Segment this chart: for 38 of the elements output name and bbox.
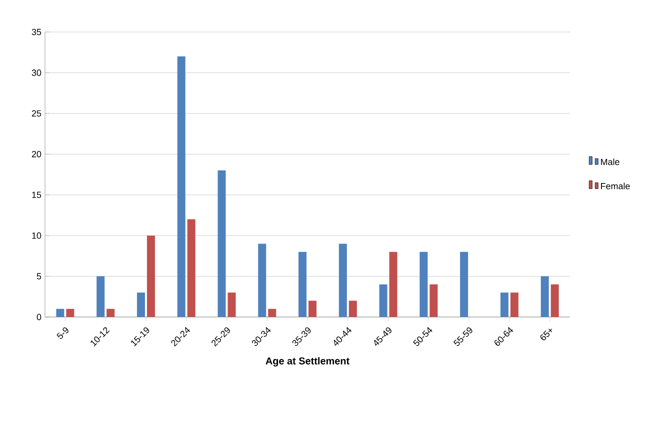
bar [298, 252, 307, 317]
y-tick-label: 15 [32, 192, 42, 198]
legend-label: Female [601, 182, 630, 190]
x-tick-label: 5-9 [56, 327, 68, 339]
y-tick-label: 30 [32, 70, 42, 76]
y-tick-label: 5 [36, 273, 42, 280]
bar [348, 300, 357, 317]
y-tick-label: 0 [36, 314, 42, 320]
legend-label: Male [601, 158, 620, 166]
bar [308, 300, 316, 317]
bar [258, 244, 266, 317]
bar [136, 292, 145, 317]
bar [338, 244, 347, 317]
bar [379, 284, 388, 317]
bar [218, 170, 226, 317]
bar [187, 219, 196, 317]
bar [228, 292, 236, 317]
y-tick-label: 35 [32, 28, 42, 36]
bar [510, 292, 518, 317]
bar [550, 284, 559, 317]
bar [268, 308, 276, 317]
bar [66, 308, 74, 317]
bar [146, 236, 155, 317]
bar [56, 308, 64, 317]
x-tick-label: 65+ [540, 328, 552, 340]
bar [540, 276, 549, 317]
x-axis-title: Age at Settlement [266, 357, 350, 366]
bar [430, 284, 438, 317]
bar [389, 252, 398, 317]
bar [96, 276, 105, 317]
bar [177, 56, 186, 317]
y-tick-label: 10 [32, 232, 42, 239]
bar [106, 308, 115, 317]
y-tick-label: 20 [32, 150, 42, 158]
y-tick-label: 25 [32, 110, 42, 117]
bar [460, 252, 468, 317]
bar [420, 252, 428, 317]
bar [500, 292, 508, 317]
